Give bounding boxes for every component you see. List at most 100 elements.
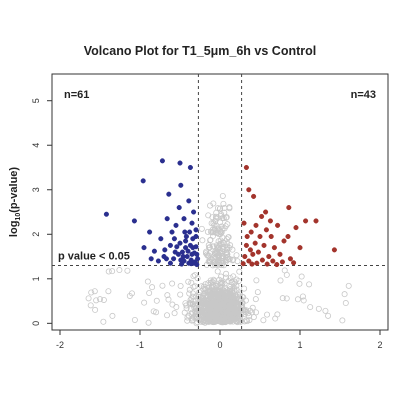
- ns-point: [306, 281, 313, 288]
- down-regulated-point: [190, 236, 196, 242]
- up-regulated-point: [247, 247, 253, 253]
- down-regulated-point: [182, 229, 188, 235]
- x-tick-label: 1: [297, 340, 302, 350]
- down-regulated-point: [169, 229, 175, 235]
- up-regulated-point: [303, 218, 309, 224]
- down-regulated-point: [183, 233, 189, 240]
- ns-point: [149, 284, 156, 291]
- ns-point: [183, 302, 190, 309]
- ns-point: [206, 250, 213, 257]
- ns-point: [220, 243, 227, 250]
- down-regulated-point: [172, 249, 178, 255]
- down-regulated-point: [171, 236, 177, 242]
- down-regulated-point: [194, 262, 200, 268]
- ns-point: [219, 313, 226, 320]
- ns-point: [209, 284, 216, 291]
- up-regulated-point: [291, 260, 297, 266]
- ns-point: [277, 277, 284, 284]
- ns-point: [230, 314, 237, 321]
- ns-point: [345, 282, 352, 289]
- up-regulated-point: [271, 245, 277, 251]
- ns-point: [208, 300, 215, 307]
- up-regulated-point: [293, 225, 299, 231]
- ns-point: [201, 299, 208, 306]
- ns-point: [214, 248, 221, 255]
- up-regulated-point: [266, 253, 272, 260]
- ns-point: [325, 312, 332, 319]
- up-regulated-point: [255, 249, 261, 255]
- ns-point: [225, 234, 232, 241]
- down-regulated-point: [180, 253, 186, 260]
- down-regulated-point: [193, 227, 199, 233]
- ns-point: [177, 291, 184, 298]
- ns-point: [237, 291, 244, 298]
- ns-point: [185, 312, 192, 319]
- up-regulated-point: [250, 251, 256, 257]
- up-regulated-point: [257, 233, 263, 240]
- up-regulated-point: [270, 258, 276, 264]
- down-regulated-point: [176, 205, 182, 211]
- up-regulated-point: [246, 187, 252, 193]
- ns-point: [169, 280, 176, 287]
- y-tick-label: 1: [31, 276, 41, 281]
- down-regulated-point: [148, 256, 154, 262]
- ns-point: [214, 205, 221, 212]
- down-regulated-point: [178, 257, 184, 263]
- y-tick-label: 0: [31, 321, 41, 326]
- down-regulated-point: [162, 247, 168, 253]
- down-regulated-point: [193, 244, 199, 250]
- down-regulated-point: [155, 258, 161, 264]
- ns-point: [233, 252, 240, 259]
- ns-point: [164, 312, 171, 319]
- ns-point: [228, 297, 235, 304]
- ns-point: [294, 296, 301, 303]
- ns-point: [210, 293, 217, 300]
- ns-point: [214, 313, 221, 320]
- up-regulated-point: [264, 261, 270, 267]
- ns-point: [218, 273, 225, 280]
- up-regulated-point: [251, 193, 257, 199]
- down-regulated-point: [186, 198, 192, 204]
- ns-point: [225, 302, 232, 309]
- x-tick-label: 0: [217, 340, 222, 350]
- ns-point: [217, 230, 224, 237]
- y-tick-label: 3: [31, 187, 41, 192]
- up-regulated-point: [263, 209, 269, 215]
- ns-point: [233, 304, 240, 311]
- ns-point: [206, 311, 213, 318]
- ns-point: [192, 283, 199, 290]
- down-regulated-point: [147, 229, 153, 235]
- up-regulated-point: [274, 262, 280, 268]
- up-regulated-point: [275, 222, 281, 228]
- ns-point: [177, 282, 184, 289]
- up-regulated-point: [249, 261, 255, 267]
- ns-point: [206, 244, 213, 251]
- ns-point: [281, 267, 288, 274]
- ns-point: [234, 258, 241, 265]
- up-regulated-point: [279, 259, 285, 265]
- up-regulated-point: [241, 220, 247, 226]
- ns-point: [223, 270, 230, 277]
- down-regulated-point: [141, 245, 147, 251]
- up-regulated-point: [285, 233, 291, 240]
- ns-point: [299, 293, 306, 300]
- down-regulated-point: [183, 245, 189, 251]
- down-regulated-point: [183, 238, 189, 244]
- ns-point: [341, 291, 348, 298]
- up-regulated-point: [259, 257, 265, 263]
- ns-point: [212, 213, 219, 220]
- x-tick-label: 2: [377, 340, 382, 350]
- up-regulated-point: [243, 242, 249, 248]
- up-regulated-point: [267, 218, 273, 224]
- down-regulated-point: [187, 229, 193, 235]
- ns-point: [141, 299, 148, 306]
- ns-point: [188, 311, 195, 318]
- ns-point: [237, 317, 244, 324]
- up-regulated-point: [246, 258, 252, 264]
- ns-point: [131, 316, 138, 323]
- ns-point: [116, 267, 123, 274]
- ns-point: [205, 212, 212, 219]
- ns-point: [322, 307, 329, 314]
- ns-point: [227, 290, 234, 297]
- ns-point: [198, 225, 205, 232]
